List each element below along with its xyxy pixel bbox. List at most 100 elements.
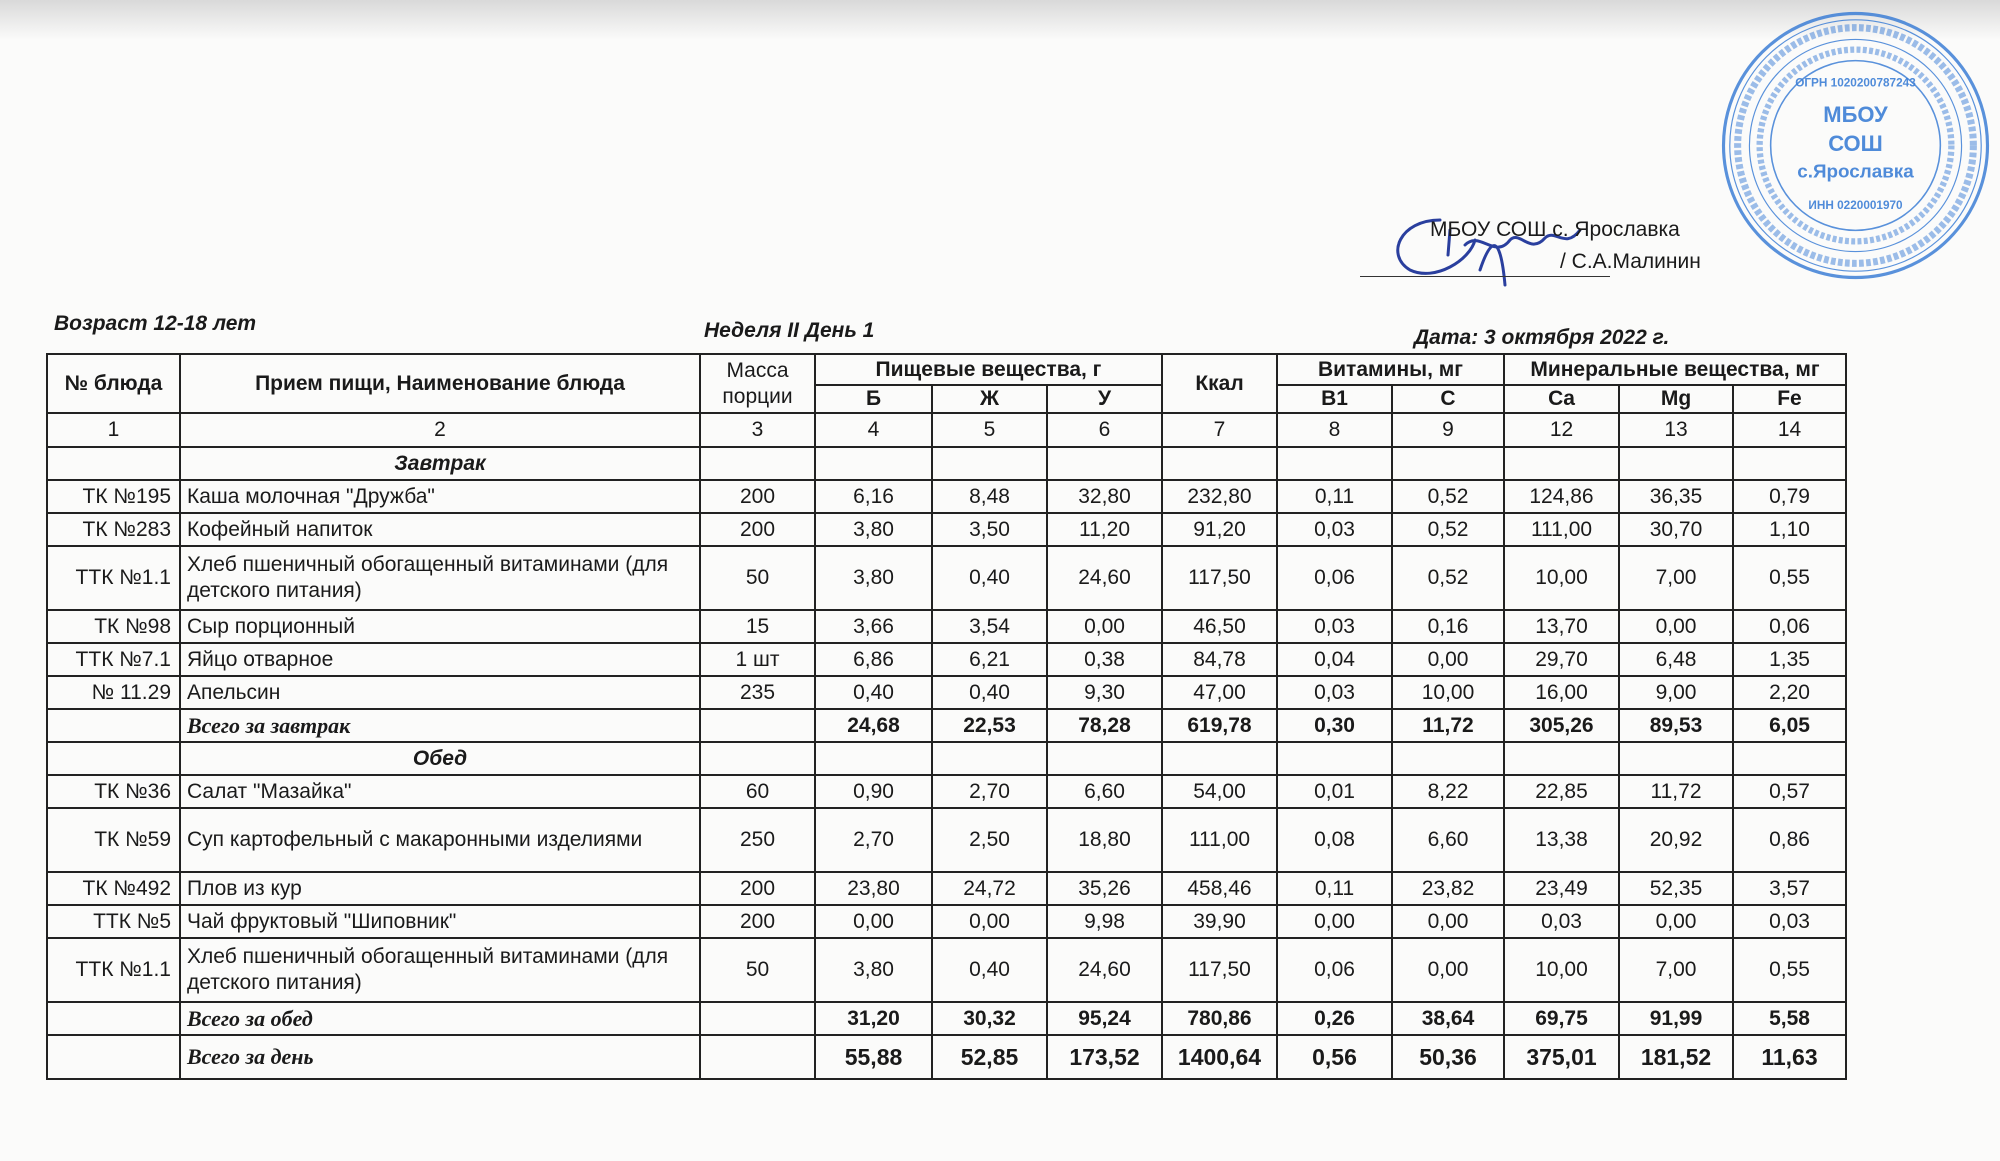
total-row: Всего за обед 31,20 30,32 95,24 780,86 0,26 38… xyxy=(46,1001,1847,1036)
value-cell xyxy=(1732,741,1847,776)
value-cell: 0,03 xyxy=(1276,675,1393,710)
section-row: Обед xyxy=(46,741,1847,776)
column-number: 9 xyxy=(1391,412,1505,448)
value-cell: 55,88 xyxy=(814,1034,933,1080)
value-cell: 23,49 xyxy=(1503,871,1620,906)
value-cell: 0,11 xyxy=(1276,871,1393,906)
portion-mass: 50 xyxy=(699,545,816,611)
value-cell xyxy=(1503,741,1620,776)
dish-code: ТТК №1.1 xyxy=(46,937,181,1003)
value-cell: 5,58 xyxy=(1732,1001,1847,1036)
value-cell: 0,06 xyxy=(1732,609,1847,644)
value-cell: 111,00 xyxy=(1503,512,1620,547)
column-number: 3 xyxy=(699,412,816,448)
dish-name: Апельсин xyxy=(179,675,701,710)
stamp-line-1: МБОУ xyxy=(1823,102,1888,127)
scan-shadow xyxy=(0,0,2000,40)
value-cell: 0,00 xyxy=(1046,609,1163,644)
value-cell xyxy=(1732,446,1847,481)
value-cell: 0,40 xyxy=(814,675,933,710)
value-cell: 9,30 xyxy=(1046,675,1163,710)
dish-name: Кофейный напиток xyxy=(179,512,701,547)
dish-name: Сыр порционный xyxy=(179,609,701,644)
stamp-inn: ИНН 0220001970 xyxy=(1808,199,1903,212)
week-day: Неделя II День 1 xyxy=(704,319,875,342)
signer-name: / С.А.Малинин xyxy=(1560,250,1701,273)
value-cell: 84,78 xyxy=(1161,642,1278,677)
column-number: 5 xyxy=(931,412,1048,448)
value-cell: 10,00 xyxy=(1391,675,1505,710)
value-cell: 35,26 xyxy=(1046,871,1163,906)
table-row: № 11.29 Апельсин 235 0,40 0,40 9,30 47,00 0,03 1… xyxy=(46,675,1847,710)
subheader-5: Ca xyxy=(1503,384,1620,414)
value-cell: 3,66 xyxy=(814,609,933,644)
column-number: 14 xyxy=(1732,412,1847,448)
value-cell: 18,80 xyxy=(1046,807,1163,873)
value-cell: 0,00 xyxy=(1618,904,1734,939)
subheader-1: Ж xyxy=(931,384,1048,414)
dish-code: ТК №59 xyxy=(46,807,181,873)
value-cell: 0,00 xyxy=(814,904,933,939)
dish-code: ТК №195 xyxy=(46,479,181,514)
portion-mass: 200 xyxy=(699,871,816,906)
dish-name: Обед xyxy=(179,741,701,776)
value-cell: 1,35 xyxy=(1732,642,1847,677)
table-row: ТК №283 Кофейный напиток 200 3,80 3,50 11,20 9… xyxy=(46,512,1847,547)
value-cell: 0,52 xyxy=(1391,545,1505,611)
portion-mass: 200 xyxy=(699,479,816,514)
value-cell: 13,38 xyxy=(1503,807,1620,873)
value-cell xyxy=(1046,741,1163,776)
value-cell: 47,00 xyxy=(1161,675,1278,710)
dish-code: ТК №98 xyxy=(46,609,181,644)
value-cell: 0,03 xyxy=(1503,904,1620,939)
portion-mass: 235 xyxy=(699,675,816,710)
portion-mass: 200 xyxy=(699,512,816,547)
value-cell xyxy=(1161,741,1278,776)
value-cell xyxy=(1276,741,1393,776)
value-cell: 78,28 xyxy=(1046,708,1163,743)
value-cell: 1400,64 xyxy=(1161,1034,1278,1080)
value-cell: 50,36 xyxy=(1391,1034,1505,1080)
dish-code: ТК №492 xyxy=(46,871,181,906)
header-vitamins: Витамины, мг xyxy=(1276,353,1505,386)
value-cell: 32,80 xyxy=(1046,479,1163,514)
dish-name: Всего за обед xyxy=(179,1001,701,1036)
value-cell: 3,54 xyxy=(931,609,1048,644)
value-cell: 0,30 xyxy=(1276,708,1393,743)
dish-code xyxy=(46,1001,181,1036)
value-cell: 16,00 xyxy=(1503,675,1620,710)
value-cell: 6,60 xyxy=(1046,774,1163,809)
value-cell: 0,55 xyxy=(1732,545,1847,611)
menu-date: Дата: 3 октября 2022 г. xyxy=(1414,326,1670,349)
table-row: ТК №98 Сыр порционный 15 3,66 3,54 0,00 46,50 0… xyxy=(46,609,1847,644)
value-cell: 9,98 xyxy=(1046,904,1163,939)
value-cell: 91,99 xyxy=(1618,1001,1734,1036)
column-number: 13 xyxy=(1618,412,1734,448)
value-cell: 52,35 xyxy=(1618,871,1734,906)
value-cell: 0,40 xyxy=(931,675,1048,710)
value-cell: 0,03 xyxy=(1732,904,1847,939)
value-cell: 22,85 xyxy=(1503,774,1620,809)
dish-name: Хлеб пшеничный обогащенный витаминами (д… xyxy=(179,545,701,611)
dish-code: ТТК №7.1 xyxy=(46,642,181,677)
dish-code xyxy=(46,1034,181,1080)
table-row: ТК №492 Плов из кур 200 23,80 24,72 35,26 458,… xyxy=(46,871,1847,906)
value-cell: 54,00 xyxy=(1161,774,1278,809)
value-cell: 95,24 xyxy=(1046,1001,1163,1036)
value-cell xyxy=(814,741,933,776)
total-row: Всего за день 55,88 52,85 173,52 1400,64 0,56… xyxy=(46,1034,1847,1080)
table-row: ТК №36 Салат "Мазайка" 60 0,90 2,70 6,60 54,00… xyxy=(46,774,1847,809)
official-stamp: ОГРН 1020200787243 МБОУ СОШ с.Ярославка … xyxy=(1721,11,1990,280)
value-cell: 6,48 xyxy=(1618,642,1734,677)
value-cell: 0,00 xyxy=(1618,609,1734,644)
column-number: 1 xyxy=(46,412,181,448)
portion-mass: 60 xyxy=(699,774,816,809)
value-cell: 0,03 xyxy=(1276,609,1393,644)
value-cell: 305,26 xyxy=(1503,708,1620,743)
table-row: ТК №59 Суп картофельный с макаронными изд… xyxy=(46,807,1847,873)
column-number: 6 xyxy=(1046,412,1163,448)
stamp-ogrn: ОГРН 1020200787243 xyxy=(1795,77,1916,90)
value-cell: 0,00 xyxy=(1391,642,1505,677)
value-cell: 375,01 xyxy=(1503,1034,1620,1080)
column-number: 4 xyxy=(814,412,933,448)
